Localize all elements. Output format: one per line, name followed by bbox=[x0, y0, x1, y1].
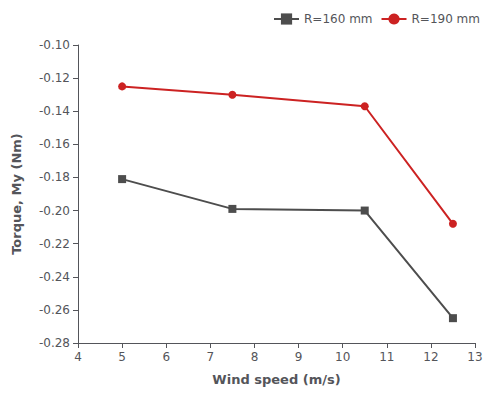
svg-text:6: 6 bbox=[162, 350, 170, 364]
svg-text:-0.28: -0.28 bbox=[39, 336, 70, 350]
svg-text:8: 8 bbox=[251, 350, 259, 364]
svg-text:-0.22: -0.22 bbox=[39, 237, 70, 251]
svg-text:9: 9 bbox=[295, 350, 303, 364]
svg-text:7: 7 bbox=[207, 350, 215, 364]
svg-text:-0.12: -0.12 bbox=[39, 71, 70, 85]
svg-text:12: 12 bbox=[423, 350, 438, 364]
svg-text:-0.14: -0.14 bbox=[39, 104, 70, 118]
svg-text:-0.24: -0.24 bbox=[39, 270, 70, 284]
svg-text:4: 4 bbox=[74, 350, 82, 364]
svg-text:R=190 mm: R=190 mm bbox=[412, 12, 481, 26]
svg-text:-0.16: -0.16 bbox=[39, 137, 70, 151]
svg-text:Wind speed (m/s): Wind speed (m/s) bbox=[212, 372, 340, 387]
svg-text:-0.10: -0.10 bbox=[39, 38, 70, 52]
svg-text:R=160 mm: R=160 mm bbox=[304, 12, 373, 26]
svg-text:-0.20: -0.20 bbox=[39, 204, 70, 218]
svg-text:10: 10 bbox=[335, 350, 350, 364]
svg-text:-0.18: -0.18 bbox=[39, 170, 70, 184]
svg-text:5: 5 bbox=[118, 350, 126, 364]
svg-text:11: 11 bbox=[379, 350, 394, 364]
svg-text:13: 13 bbox=[467, 350, 482, 364]
svg-text:Torque, My (Nm): Torque, My (Nm) bbox=[9, 133, 24, 255]
svg-text:-0.26: -0.26 bbox=[39, 303, 70, 317]
